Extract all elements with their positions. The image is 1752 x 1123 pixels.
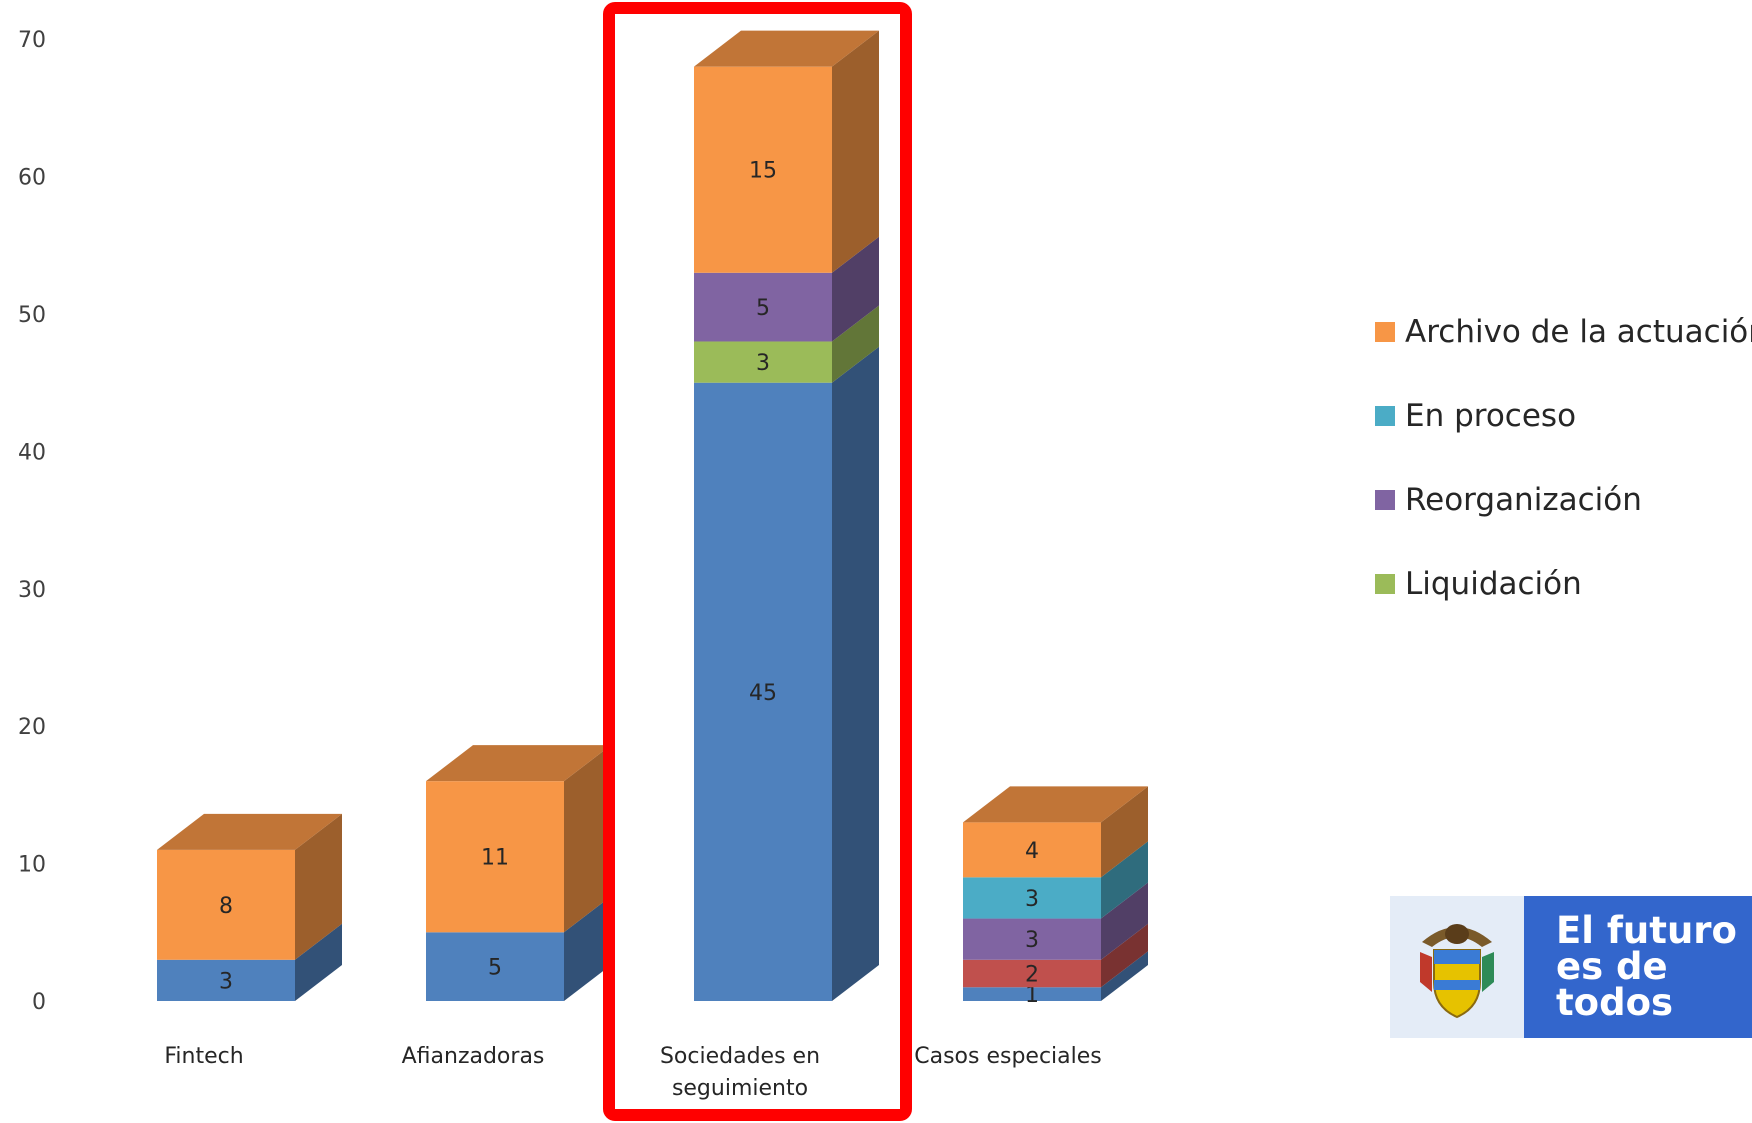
- coat-of-arms-icon: [1390, 896, 1524, 1038]
- bar-side: [832, 346, 879, 1001]
- bar-top: [694, 30, 879, 67]
- logo-slogan: El futuro es de todos: [1524, 896, 1752, 1038]
- bars: 3 8 5 11 45 3 5 15 12 3 3 4: [157, 30, 1148, 1008]
- highlight-frame: [603, 2, 912, 1121]
- logo-line-2: es de todos: [1556, 945, 1674, 1024]
- legend-item: Liquidación: [1375, 542, 1752, 626]
- legend-label: En proceso: [1405, 398, 1577, 434]
- bar-segment: [157, 959, 295, 1001]
- data-label: 3: [756, 351, 770, 376]
- data-label: 3: [1025, 928, 1039, 953]
- x-category-label-line: Sociedades en: [660, 1044, 820, 1069]
- y-tick-label: 10: [18, 853, 46, 878]
- y-tick-label: 0: [32, 990, 46, 1015]
- bar-segment: [963, 959, 1101, 988]
- legend-swatch: [1375, 322, 1395, 342]
- y-axis: 0 10 20 30 40 50 60 70: [18, 28, 46, 1015]
- x-category-label: Casos especiales: [914, 1044, 1102, 1069]
- y-tick-label: 40: [18, 440, 46, 465]
- data-label: 15: [749, 159, 777, 184]
- government-logo: El futuro es de todos: [1390, 896, 1752, 1038]
- bar-side: [295, 923, 342, 1001]
- bar-side: [1101, 882, 1148, 960]
- x-category-label: Sociedades en seguimiento: [660, 1044, 820, 1101]
- bar-side: [1101, 841, 1148, 919]
- x-category-label-line: Afianzadoras: [402, 1044, 545, 1069]
- highlight-rectangle: [603, 2, 912, 1121]
- bar-side: [1101, 786, 1148, 878]
- bar-top: [426, 745, 611, 782]
- bar-side: [832, 30, 879, 273]
- bar-segment: [694, 382, 832, 1001]
- bar-segment: [694, 66, 832, 273]
- x-category-label-line: seguimiento: [672, 1076, 808, 1101]
- y-tick-label: 70: [18, 28, 46, 53]
- bar-side: [1101, 923, 1148, 988]
- bar-top: [157, 813, 342, 850]
- y-tick-label: 30: [18, 578, 46, 603]
- bar-segment: [426, 781, 564, 933]
- bar-side: [832, 305, 879, 383]
- x-axis: Fintech Afianzadoras Sociedades en seguimie…: [164, 1044, 1101, 1101]
- bar-segment: [694, 272, 832, 342]
- x-category-label: Fintech: [164, 1044, 243, 1069]
- bar-segment: [963, 822, 1101, 878]
- data-label: 4: [1025, 839, 1039, 864]
- legend-item: Archivo de la actuación: [1375, 290, 1752, 374]
- legend-swatch: [1375, 490, 1395, 510]
- bar-side: [564, 745, 611, 933]
- legend-label: Archivo de la actuación: [1405, 314, 1752, 350]
- data-label: 11: [481, 846, 509, 871]
- bar-side: [295, 813, 342, 960]
- logo-line-1: El futuro: [1556, 909, 1737, 952]
- data-label: 3: [219, 969, 233, 994]
- y-tick-label: 60: [18, 166, 46, 191]
- bar-segment: [963, 987, 1101, 1001]
- x-category-label: Afianzadoras: [402, 1044, 545, 1069]
- data-label: 3: [1025, 887, 1039, 912]
- data-label: 8: [219, 894, 233, 919]
- y-tick-label: 20: [18, 715, 46, 740]
- x-category-label-line: Casos especiales: [914, 1044, 1102, 1069]
- bar-segment: [963, 918, 1101, 960]
- y-tick-label: 50: [18, 303, 46, 328]
- legend-item: En proceso: [1375, 374, 1752, 458]
- bar-side: [564, 896, 611, 1001]
- x-category-label-line: Fintech: [164, 1044, 243, 1069]
- legend-label: Liquidación: [1405, 566, 1582, 602]
- bar-top: [963, 786, 1148, 823]
- bar-segment: [963, 877, 1101, 919]
- legend-item: Reorganización: [1375, 458, 1752, 542]
- legend-swatch: [1375, 406, 1395, 426]
- legend-label: Reorganización: [1405, 482, 1642, 518]
- legend: Archivo de la actuación En proceso Reorgan…: [1375, 290, 1752, 626]
- bar-segment: [157, 849, 295, 960]
- bar-side: [1101, 951, 1148, 1001]
- bar-side: [832, 236, 879, 342]
- data-label: 2: [1025, 963, 1039, 988]
- data-label: 45: [749, 681, 777, 706]
- data-label: 1: [1025, 983, 1039, 1008]
- legend-swatch: [1375, 574, 1395, 594]
- bar-segment: [426, 932, 564, 1001]
- data-label: 5: [488, 956, 502, 981]
- bar-segment: [694, 341, 832, 383]
- data-label: 5: [756, 296, 770, 321]
